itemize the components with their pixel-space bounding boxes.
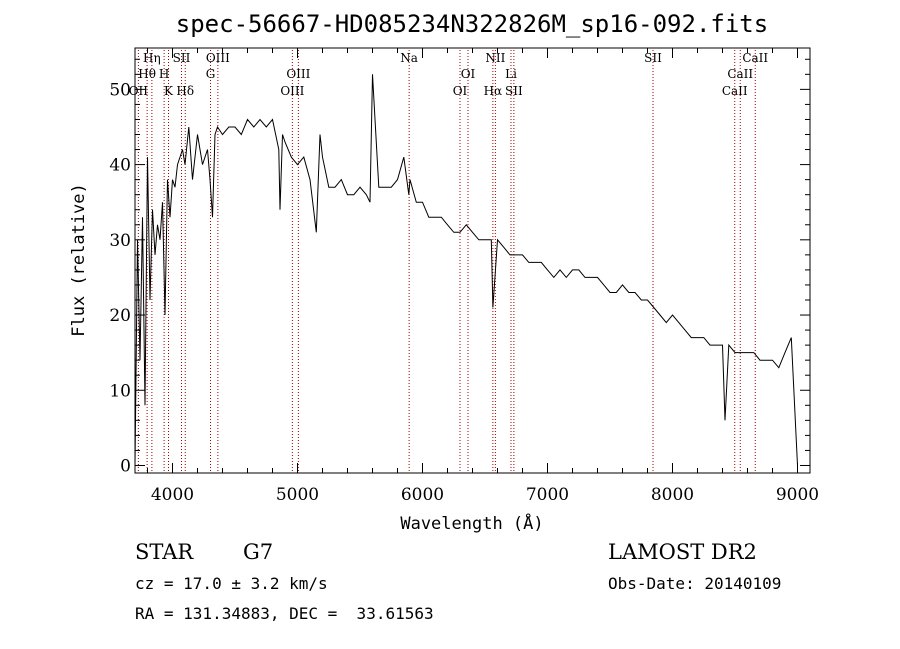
object-class: STAR [135, 540, 194, 564]
x-tick-label: 7000 [526, 485, 569, 505]
x-tick-label: 9000 [776, 485, 819, 505]
y-tick-label: 30 [109, 231, 131, 251]
line-marker-label: OIII [280, 84, 304, 98]
line-marker-label: OIII [206, 51, 230, 65]
y-tick-label: 20 [109, 306, 131, 326]
line-marker-label: Li [505, 67, 517, 81]
line-marker-label: OIII [286, 67, 310, 81]
x-tick-label: 8000 [651, 485, 694, 505]
coordinates: RA = 131.34883, DEC = 33.61563 [135, 604, 434, 623]
y-tick-label: 40 [109, 156, 131, 176]
line-marker-label: SII [173, 51, 191, 65]
y-tick-label: 0 [120, 456, 131, 476]
line-marker-label: CaII [742, 51, 768, 65]
line-marker-label: Na [400, 51, 418, 65]
line-marker-label: CaII [722, 84, 748, 98]
spectral-line-markers: Hη Hθ OII HK SII Hδ OIII G OIII OIII Na OI OI NII HαLi… [129, 50, 768, 473]
line-marker-label: Hα [484, 84, 503, 98]
line-marker-label: Hδ [176, 84, 194, 98]
line-marker-label: SII [644, 51, 662, 65]
axis-ticks: 4000 5000 6000 7000 8000 9000 0 10 20 30 40 50 [109, 48, 819, 505]
line-marker-label: OI [453, 84, 468, 98]
survey-label: LAMOST DR2 [608, 540, 757, 564]
line-marker-label: OI [461, 67, 476, 81]
line-marker-label: NII [485, 51, 505, 65]
chart-title: spec-56667-HD085234N322826M_sp16-092.fit… [176, 10, 768, 38]
line-marker-label: SII [505, 84, 523, 98]
line-marker-label: K [164, 84, 174, 98]
line-marker-label: CaII [727, 67, 753, 81]
y-tick-label: 50 [109, 80, 131, 100]
redshift-velocity: cz = 17.0 ± 3.2 km/s [135, 574, 328, 593]
line-marker-label: Hθ [138, 67, 156, 81]
line-marker-label: Hη [143, 51, 161, 65]
line-marker-label: OII [129, 84, 149, 98]
object-subclass: G7 [243, 540, 274, 564]
plot-frame [134, 47, 811, 474]
line-marker-label: G [206, 67, 216, 81]
y-tick-label: 10 [109, 381, 131, 401]
x-tick-label: 4000 [151, 485, 194, 505]
x-tick-label: 5000 [276, 485, 319, 505]
spectrum-series-line [134, 74, 798, 466]
line-marker-label: H [159, 67, 169, 81]
observation-date: Obs-Date: 20140109 [608, 574, 782, 593]
x-axis-label: Wavelength (Å) [400, 512, 543, 534]
y-axis-label: Flux (relative) [69, 183, 89, 337]
x-tick-label: 6000 [401, 485, 444, 505]
